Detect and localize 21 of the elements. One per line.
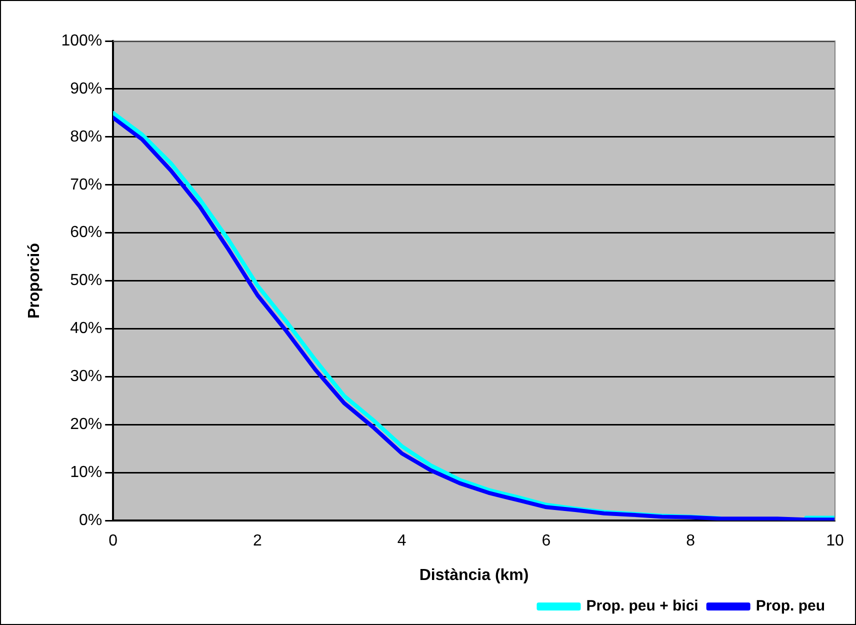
y-tick-label: 20% [70,416,102,434]
y-tick-label: 30% [70,368,102,386]
x-tick-label: 0 [108,532,118,550]
y-tick-label: 100% [61,32,102,50]
x-tick-label: 6 [542,532,551,550]
x-tick-label: 4 [397,532,406,550]
y-tick-label: 50% [70,272,102,290]
y-tick-label: 40% [70,320,102,338]
x-axis-title: Distància (km) [419,566,529,584]
y-tick-label: 60% [70,224,102,242]
x-tick-label: 8 [686,532,696,550]
x-tick-label: 10 [826,532,844,550]
x-tick-label: 2 [253,532,262,550]
y-axis-title: Proporció [26,242,44,319]
y-tick-label: 0% [78,512,102,530]
y-tick-label: 80% [70,128,102,146]
legend-label: Prop. peu + bici [586,598,698,615]
y-tick-label: 70% [70,176,102,194]
y-tick-label: 10% [70,464,102,482]
legend-label: Prop. peu [756,598,825,615]
y-tick-label: 90% [70,80,102,98]
